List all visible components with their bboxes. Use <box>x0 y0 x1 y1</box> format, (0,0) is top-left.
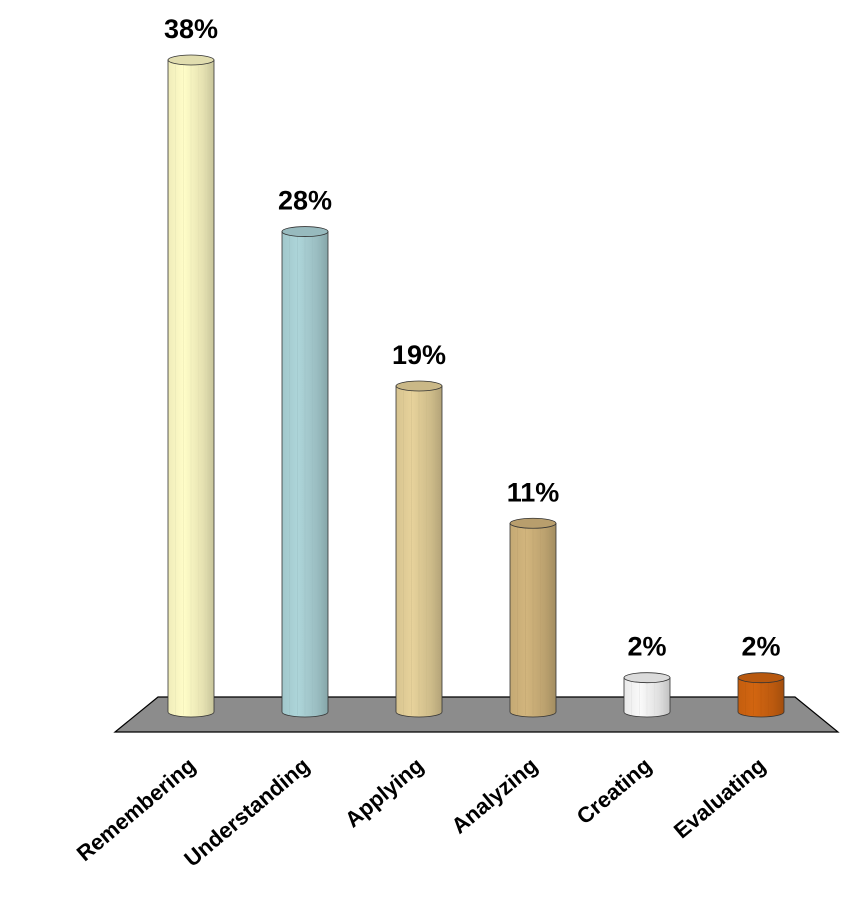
value-label-creating: 2% <box>627 632 666 662</box>
bar-evaluating <box>737 672 785 718</box>
category-label-analyzing: Analyzing <box>447 753 543 839</box>
bar-remembering <box>167 54 215 718</box>
value-label-remembering: 38% <box>164 14 218 44</box>
category-label-understanding: Understanding <box>179 753 314 872</box>
bars-group <box>167 54 785 718</box>
bar-analyzing <box>509 517 557 718</box>
bar-creating <box>623 672 671 718</box>
category-label-remembering: Remembering <box>72 753 200 866</box>
value-label-applying: 19% <box>392 340 446 370</box>
category-label-creating: Creating <box>572 753 656 830</box>
category-label-applying: Applying <box>340 753 428 833</box>
value-label-understanding: 28% <box>278 186 332 216</box>
value-labels-group: 38% 28% 19% 11% 2% 2% <box>164 14 781 662</box>
value-label-analyzing: 11% <box>507 477 560 507</box>
category-label-evaluating: Evaluating <box>669 753 770 844</box>
chart-floor <box>113 696 840 733</box>
bar-understanding <box>281 226 329 718</box>
value-label-evaluating: 2% <box>741 632 780 662</box>
bar-applying <box>395 380 443 718</box>
